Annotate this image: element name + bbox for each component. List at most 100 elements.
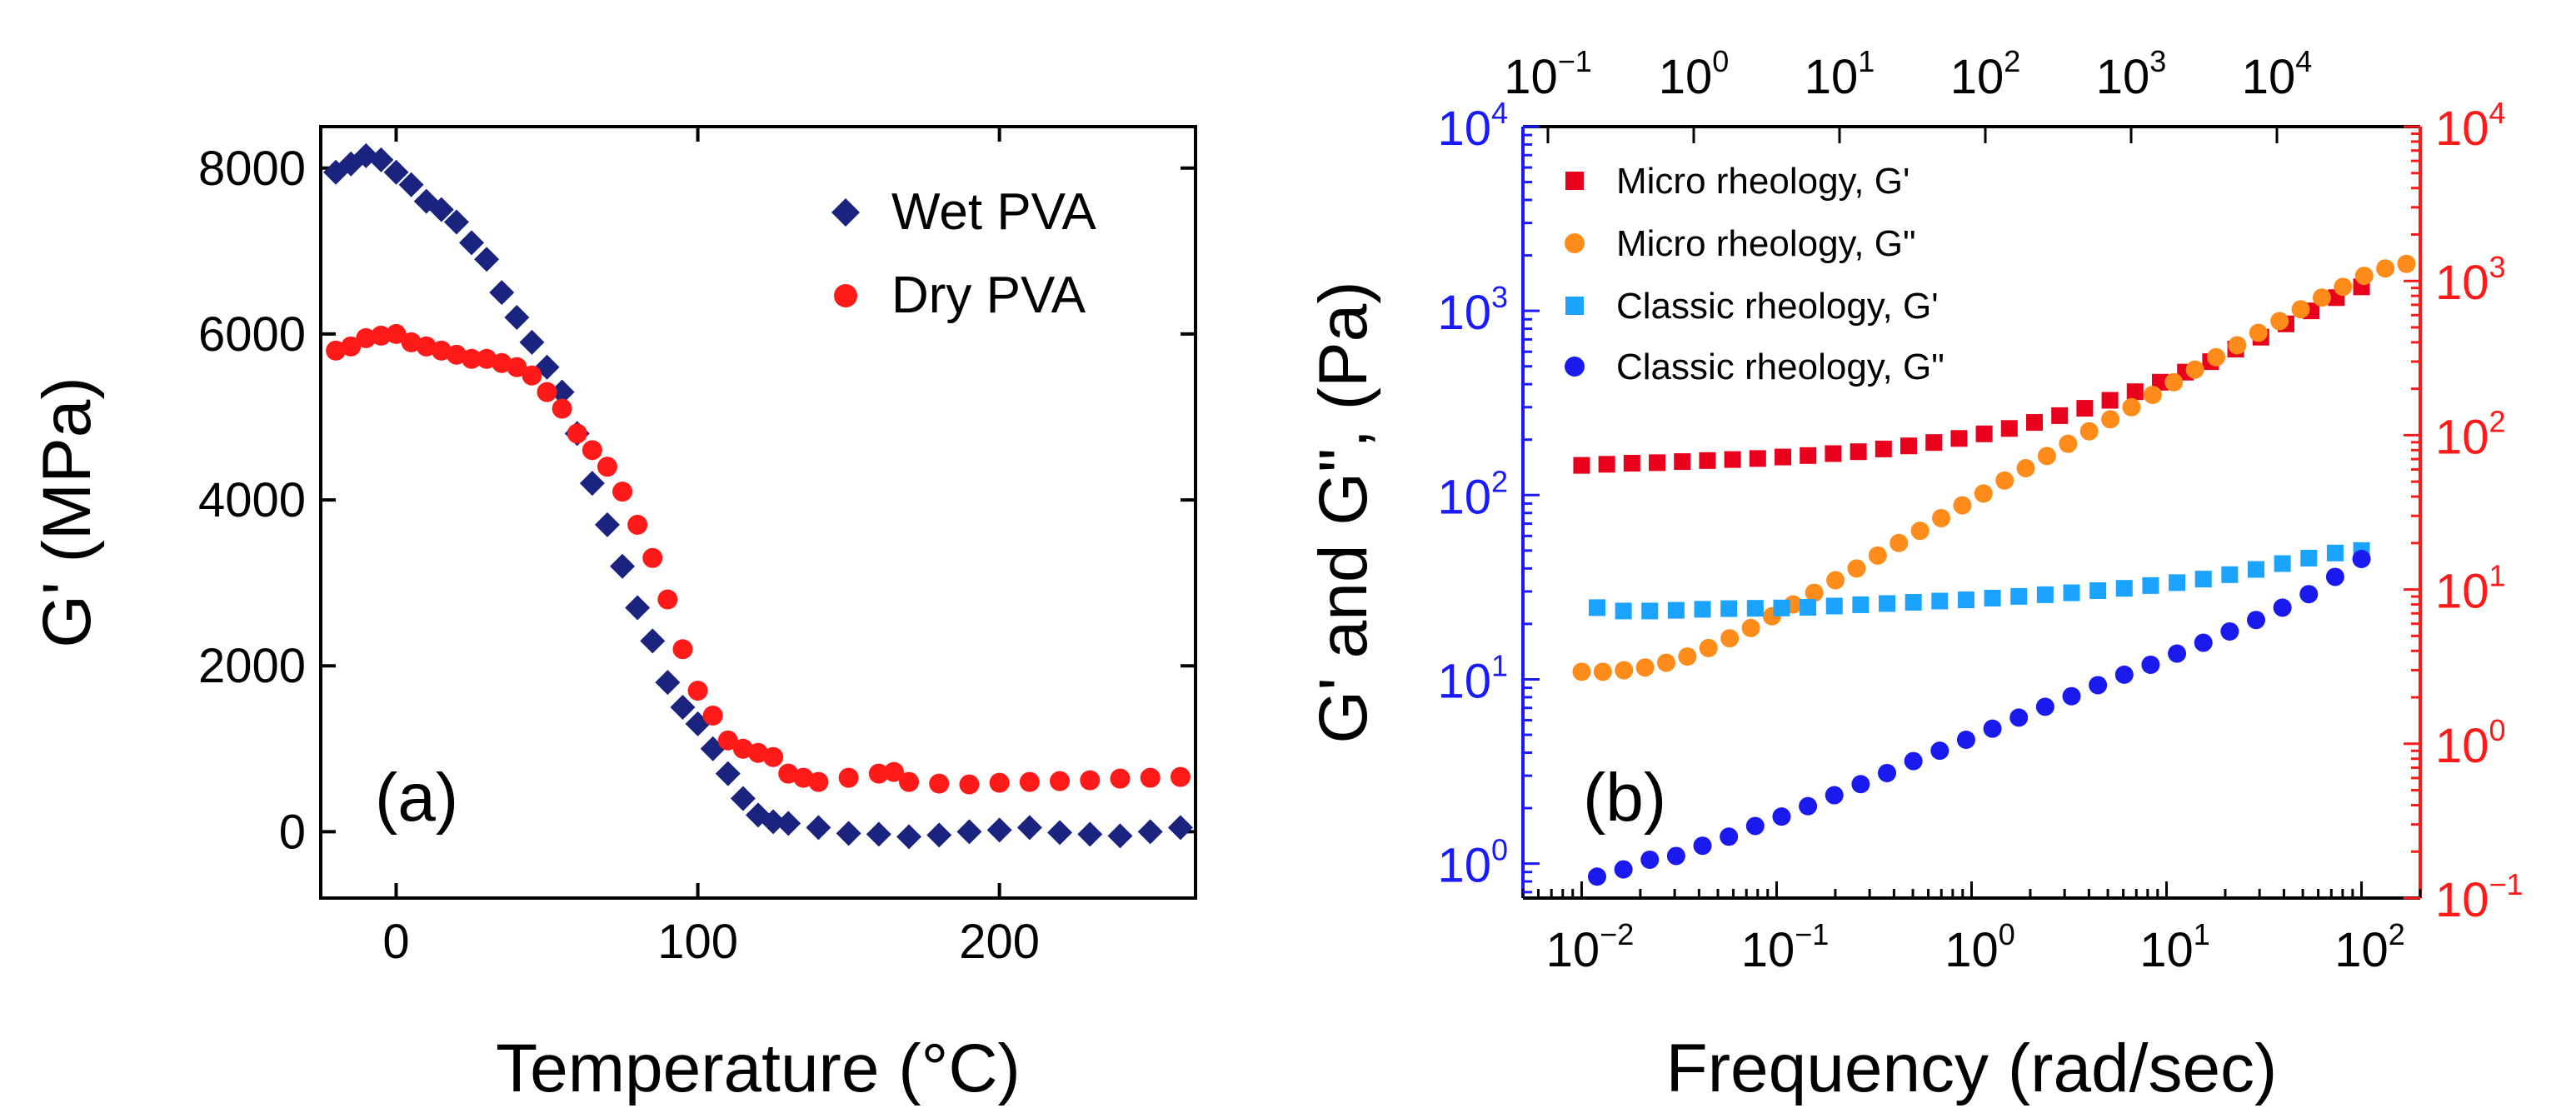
series-dry-pva bbox=[326, 323, 1191, 795]
data-point bbox=[866, 821, 891, 847]
data-point bbox=[732, 738, 753, 759]
data-point bbox=[1077, 821, 1103, 847]
data-point bbox=[2114, 665, 2134, 684]
data-point bbox=[1878, 763, 1897, 782]
y-tick-label-left: 102 bbox=[1437, 464, 1508, 524]
data-point bbox=[2220, 621, 2239, 641]
data-point bbox=[715, 761, 741, 786]
y-tick-label: 0 bbox=[279, 805, 306, 859]
data-point bbox=[2325, 567, 2344, 586]
data-point bbox=[2076, 400, 2094, 417]
data-point bbox=[2326, 544, 2344, 561]
data-point bbox=[507, 357, 527, 377]
data-point bbox=[1995, 471, 2014, 490]
data-point bbox=[1720, 600, 1738, 617]
data-point bbox=[2089, 676, 2108, 695]
data-point bbox=[446, 344, 467, 365]
data-point bbox=[1931, 592, 1949, 610]
data-point bbox=[2059, 434, 2078, 453]
data-point bbox=[1050, 771, 1071, 791]
data-point bbox=[896, 824, 922, 850]
data-point bbox=[672, 639, 693, 660]
data-point bbox=[1699, 452, 1716, 469]
data-point bbox=[1640, 850, 1660, 869]
y-tick-label-right: 103 bbox=[2435, 250, 2506, 310]
y-tick-label-right: 104 bbox=[2435, 96, 2506, 156]
legend-label: Dry PVA bbox=[891, 267, 1086, 324]
data-point bbox=[1932, 508, 1951, 527]
data-point bbox=[2025, 414, 2043, 432]
y-tick-label: 2000 bbox=[198, 639, 306, 693]
y-tick-label-left: 101 bbox=[1437, 648, 1508, 708]
data-point bbox=[2169, 574, 2186, 591]
data-point bbox=[763, 746, 784, 767]
x-axis-title: Temperature (°C) bbox=[496, 1031, 1021, 1106]
data-point bbox=[371, 325, 392, 346]
data-point bbox=[1826, 571, 1845, 590]
data-point bbox=[1905, 593, 1922, 611]
data-point bbox=[597, 457, 617, 477]
top-tick-label: 103 bbox=[2096, 44, 2167, 104]
series-micro-rheology-g- bbox=[1572, 254, 2416, 681]
data-point bbox=[1868, 546, 1887, 565]
data-point bbox=[1890, 533, 1909, 552]
data-point bbox=[1773, 599, 1790, 616]
data-point bbox=[2221, 566, 2239, 583]
data-point bbox=[2228, 336, 2247, 355]
data-point bbox=[1956, 730, 1975, 749]
y-tick-label-left: 103 bbox=[1437, 280, 1508, 340]
data-point bbox=[1875, 440, 1892, 457]
data-point bbox=[610, 553, 636, 579]
y-tick-label-right: 102 bbox=[2435, 404, 2506, 464]
top-tick-label: 100 bbox=[1659, 44, 1730, 104]
data-point bbox=[1614, 860, 1633, 879]
data-point bbox=[2194, 633, 2213, 652]
x-tick-label: 100 bbox=[657, 915, 738, 969]
data-point bbox=[401, 332, 422, 352]
y-axis-title: G' (MPa) bbox=[29, 377, 105, 647]
x-tick-label: 102 bbox=[2334, 917, 2405, 977]
data-point bbox=[657, 589, 678, 610]
data-point bbox=[2016, 458, 2035, 477]
panel-b-chart: 10−2 10−1 100 101 102 10−1 100 101 102 103 104 100 1… bbox=[1305, 44, 2524, 1106]
data-point bbox=[2062, 686, 2081, 706]
legend-marker bbox=[1565, 172, 1584, 190]
data-point bbox=[492, 352, 512, 373]
data-point bbox=[1047, 820, 1073, 846]
data-point bbox=[2270, 312, 2289, 331]
data-point bbox=[2010, 587, 2028, 605]
y-axis-title: G' and G", (Pa) bbox=[1305, 281, 1381, 743]
data-point bbox=[806, 815, 831, 841]
data-point bbox=[2299, 585, 2319, 604]
data-point bbox=[2037, 447, 2056, 466]
data-point bbox=[2354, 267, 2374, 286]
data-point bbox=[1984, 589, 2001, 606]
data-point bbox=[1019, 771, 1040, 792]
data-point bbox=[1910, 522, 1930, 541]
data-point bbox=[567, 423, 587, 444]
data-point bbox=[640, 628, 666, 654]
top-tick-label: 104 bbox=[2242, 44, 2313, 104]
data-point bbox=[1805, 583, 1824, 602]
data-point bbox=[1745, 816, 1765, 836]
data-point bbox=[717, 730, 738, 751]
data-point bbox=[477, 348, 497, 369]
data-point bbox=[1775, 448, 1792, 466]
data-point bbox=[489, 280, 515, 306]
data-point bbox=[836, 821, 861, 846]
data-point bbox=[398, 172, 424, 197]
data-point bbox=[443, 209, 469, 235]
panel-label: (b) bbox=[1583, 760, 1666, 836]
data-point bbox=[2035, 697, 2054, 716]
data-point bbox=[383, 159, 409, 185]
data-point bbox=[1957, 591, 1974, 609]
data-point bbox=[1694, 601, 1711, 618]
data-point bbox=[1800, 599, 1817, 616]
data-point bbox=[1904, 751, 1923, 771]
top-tick-label: 101 bbox=[1805, 44, 1875, 104]
data-point bbox=[642, 547, 663, 568]
legend-marker bbox=[831, 198, 860, 227]
data-point bbox=[778, 763, 799, 784]
data-point bbox=[2122, 397, 2141, 417]
